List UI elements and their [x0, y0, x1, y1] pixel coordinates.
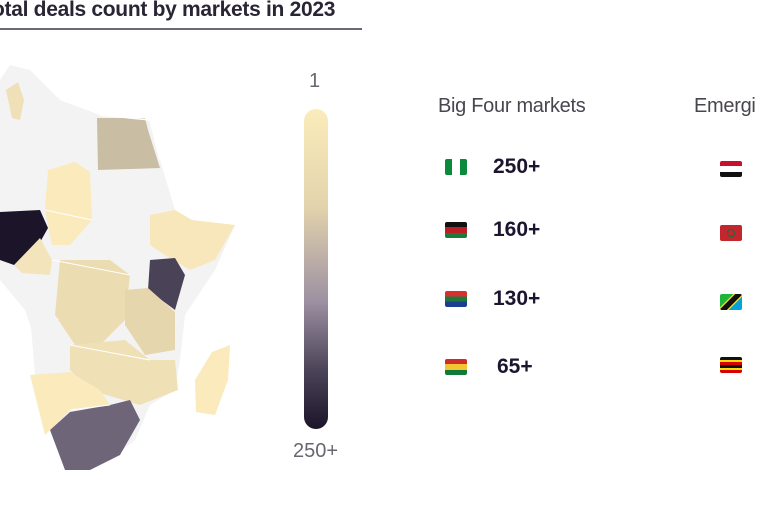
map-region-madagascar [195, 345, 230, 415]
ghana-flag-icon [445, 359, 467, 375]
uganda-flag-icon [720, 357, 742, 373]
market-row-uganda [720, 350, 742, 380]
map-region-ethiopia [150, 210, 235, 270]
map-region-kenya [148, 258, 185, 310]
market-row-ghana: 65+ [445, 352, 533, 382]
nigeria-flag-icon [445, 159, 467, 175]
map-region-namibia [30, 372, 110, 435]
legend-max-label: 250+ [293, 440, 339, 462]
chart-title: otal deals count by markets in 2023 [0, 0, 336, 21]
legend-min-label: 1 [309, 70, 321, 92]
market-row-nigeria: 250+ [445, 152, 540, 182]
africa-choropleth-map [0, 65, 235, 470]
map-region-tanzania [125, 288, 175, 355]
map-region-cameroon [14, 238, 52, 275]
deal-count: 130+ [493, 287, 541, 310]
deal-count: 250+ [493, 155, 541, 178]
deal-count: 160+ [493, 218, 541, 241]
map-region-egypt [97, 118, 160, 170]
map-region-nigeria [0, 210, 48, 265]
market-row-tanzania [720, 287, 742, 317]
map-region-chad [45, 162, 92, 245]
egypt-flag-icon [720, 161, 742, 177]
kenya-flag-icon [445, 222, 467, 238]
south-africa-flag-icon [445, 291, 467, 307]
tanzania-flag-icon [720, 294, 742, 310]
deal-count: 65+ [497, 355, 533, 378]
color-scale-bar [304, 109, 328, 429]
map-region-south-africa [50, 400, 140, 470]
map-region-morocco [6, 82, 24, 120]
market-row-morocco [720, 218, 742, 248]
big-four-heading: Big Four markets [438, 95, 586, 117]
market-row-south-africa: 130+ [445, 284, 540, 314]
emerging-heading: Emergi [694, 95, 756, 117]
map-region-drc [55, 260, 130, 345]
market-row-egypt [720, 154, 742, 184]
market-row-kenya: 160+ [445, 215, 540, 245]
title-underline [0, 28, 362, 30]
map-region-angola [30, 315, 70, 375]
morocco-flag-icon [720, 225, 742, 241]
